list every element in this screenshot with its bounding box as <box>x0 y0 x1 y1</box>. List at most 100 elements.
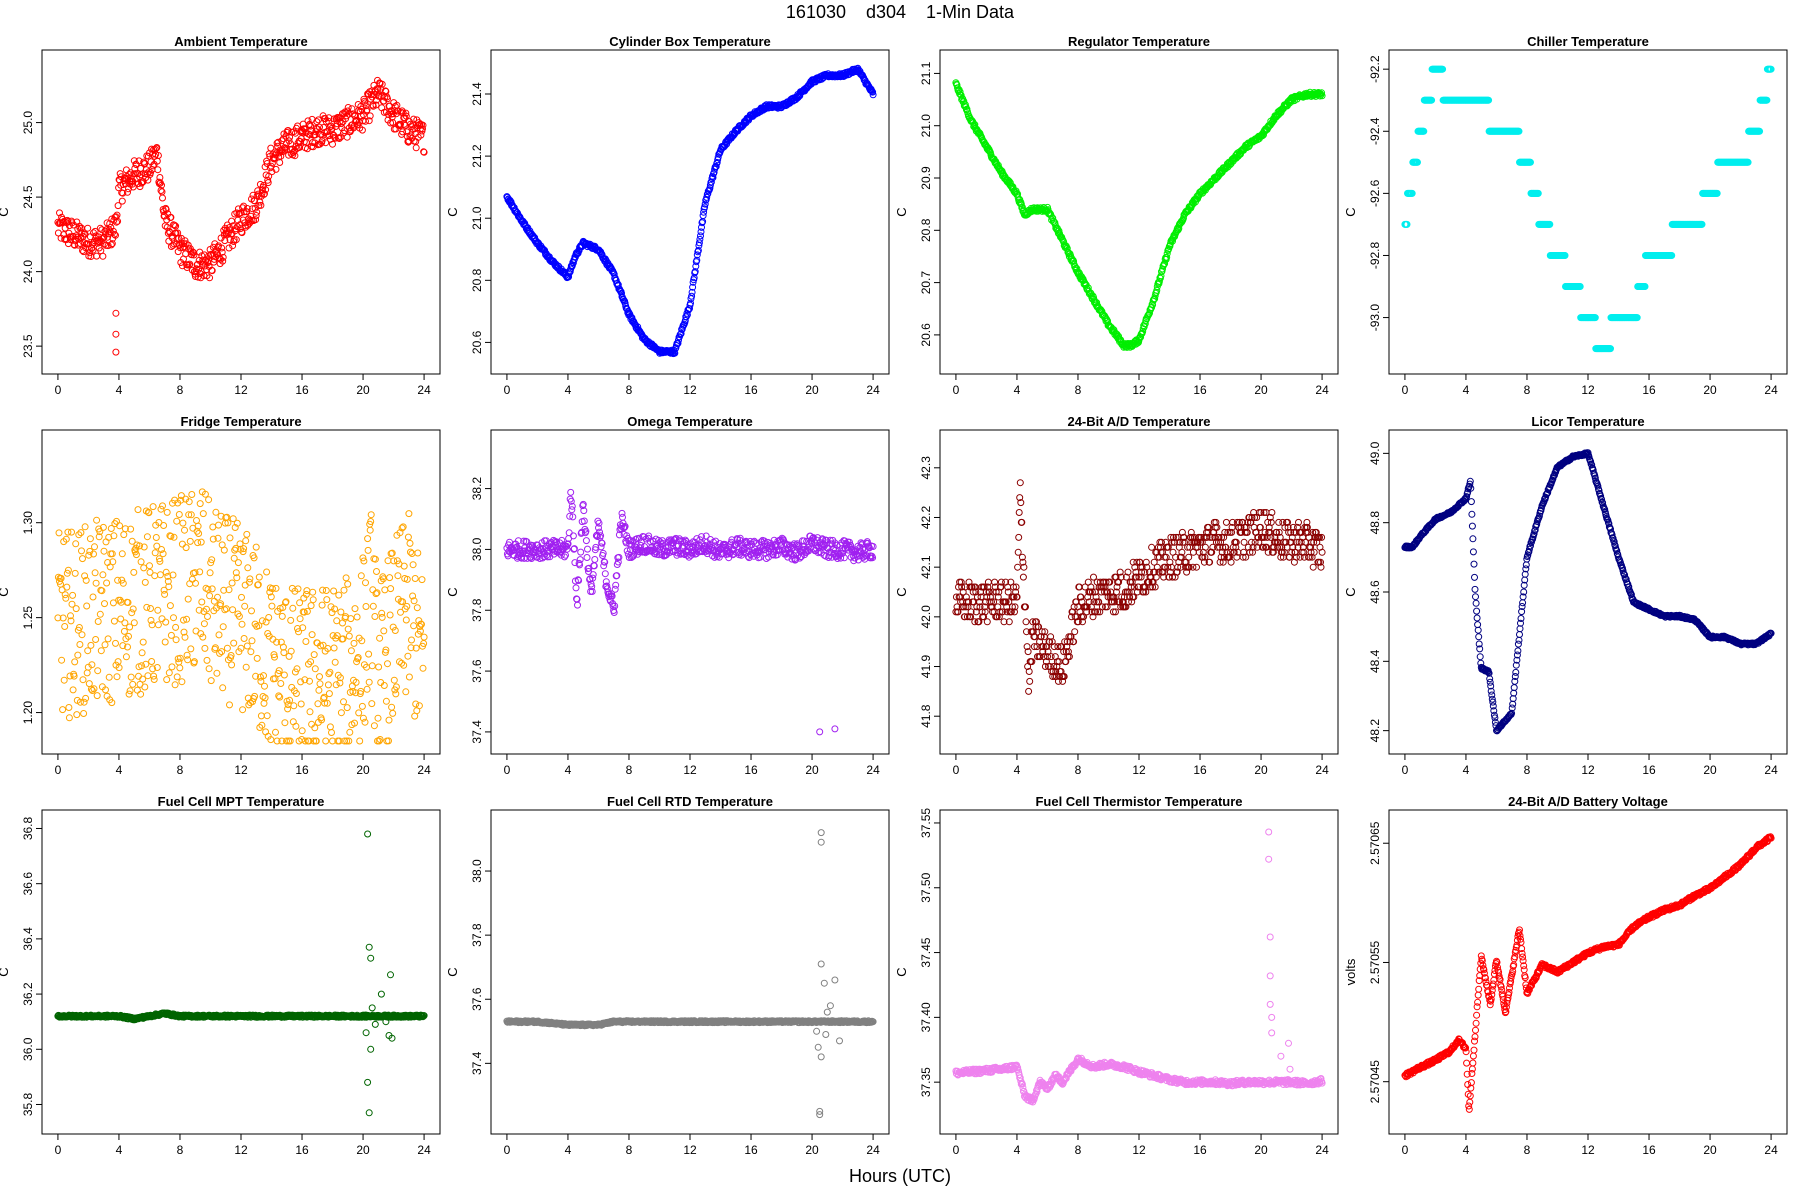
data-point <box>572 584 580 592</box>
data-point <box>215 521 222 529</box>
data-point <box>59 706 67 714</box>
data-point <box>255 573 263 581</box>
data-point <box>118 197 126 205</box>
data-point <box>186 537 194 545</box>
data-point <box>151 572 159 580</box>
chart-title: Ambient Temperature <box>174 34 307 49</box>
data-point <box>277 680 285 687</box>
data-point <box>1318 89 1326 97</box>
data-point <box>72 605 80 613</box>
y-tick-label: 20.7 <box>919 271 933 295</box>
data-point <box>362 603 370 610</box>
data-point <box>703 193 711 201</box>
chart-title: 24-Bit A/D Temperature <box>1067 414 1210 429</box>
data-point <box>406 539 414 547</box>
y-tick-label: 21.4 <box>470 82 484 106</box>
x-tick-label: 24 <box>1315 763 1329 777</box>
data-point <box>58 656 66 664</box>
data-point <box>411 575 419 582</box>
data-point <box>244 564 252 572</box>
data-point <box>93 252 101 260</box>
data-point <box>192 579 199 587</box>
data-point <box>219 623 227 631</box>
data-point <box>60 676 68 684</box>
data-point <box>368 700 376 708</box>
x-tick-label: 8 <box>177 383 184 397</box>
data-point <box>357 572 365 580</box>
data-point <box>344 104 352 111</box>
data-point <box>584 545 591 553</box>
data-point <box>374 85 382 93</box>
data-point <box>869 91 877 99</box>
data-point <box>351 605 359 613</box>
data-point <box>103 226 111 234</box>
plot-frame <box>490 429 890 755</box>
data-point <box>184 595 192 603</box>
data-point <box>350 639 358 647</box>
data-point <box>172 636 180 644</box>
data-point <box>301 125 309 133</box>
data-point <box>198 598 206 606</box>
data-point <box>243 530 251 538</box>
data-point <box>104 242 112 250</box>
data-point <box>86 535 94 543</box>
data-point <box>691 268 699 276</box>
data-point <box>228 661 236 669</box>
data-point <box>693 251 701 259</box>
data-point <box>1185 553 1193 561</box>
data-point <box>268 602 276 610</box>
data-point <box>141 683 149 691</box>
data-point <box>263 712 271 720</box>
data-point <box>82 694 90 702</box>
data-point <box>289 718 297 726</box>
data-point <box>362 579 369 587</box>
data-point <box>363 106 371 114</box>
data-point <box>210 597 218 605</box>
data-point <box>149 503 157 511</box>
data-point <box>101 240 108 248</box>
data-point <box>957 91 965 99</box>
data-point <box>128 609 136 617</box>
data-point <box>65 714 73 722</box>
data-point <box>260 699 268 707</box>
data-point <box>314 700 322 708</box>
data-point <box>589 571 597 579</box>
data-point <box>242 663 250 671</box>
data-point <box>1420 127 1428 135</box>
data-point <box>387 585 395 593</box>
x-tick-label: 8 <box>1524 383 1531 397</box>
data-point <box>308 631 316 639</box>
data-point <box>404 533 412 541</box>
data-point <box>73 711 81 719</box>
x-tick-label: 4 <box>116 763 123 777</box>
data-point <box>418 576 426 584</box>
data-point <box>130 568 138 576</box>
data-point <box>110 230 118 238</box>
x-tick-label: 12 <box>1581 383 1595 397</box>
data-point <box>248 637 256 645</box>
data-point <box>582 537 590 545</box>
data-point <box>80 698 88 706</box>
data-point <box>62 594 70 602</box>
data-point <box>316 673 323 681</box>
data-point <box>1019 573 1027 581</box>
data-point <box>1403 220 1411 228</box>
data-point <box>506 197 514 204</box>
x-tick-label: 0 <box>55 763 62 777</box>
data-point <box>378 80 386 88</box>
outlier-point <box>112 309 120 317</box>
x-tick-label: 20 <box>1254 763 1268 777</box>
data-point <box>159 194 166 202</box>
data-point <box>120 531 128 539</box>
data-point <box>591 556 599 563</box>
chart-title: Regulator Temperature <box>1068 34 1210 49</box>
data-point <box>242 223 250 231</box>
data-point <box>1428 96 1436 104</box>
data-point <box>110 617 118 625</box>
x-tick-label: 24 <box>1315 383 1329 397</box>
data-point <box>87 641 95 649</box>
data-point <box>420 633 428 641</box>
data-point <box>158 181 165 189</box>
data-point <box>281 719 289 727</box>
x-tick-label: 20 <box>1254 383 1268 397</box>
